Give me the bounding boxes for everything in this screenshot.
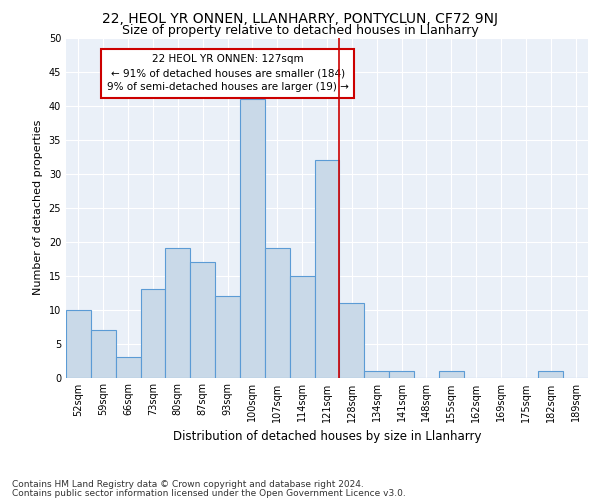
Y-axis label: Number of detached properties: Number of detached properties [33,120,43,295]
Bar [538,370,563,378]
Text: 22, HEOL YR ONNEN, LLANHARRY, PONTYCLUN, CF72 9NJ: 22, HEOL YR ONNEN, LLANHARRY, PONTYCLUN,… [102,12,498,26]
Text: 22 HEOL YR ONNEN: 127sqm
← 91% of detached houses are smaller (184)
9% of semi-d: 22 HEOL YR ONNEN: 127sqm ← 91% of detach… [107,54,349,92]
Bar [265,248,290,378]
Bar [91,330,116,378]
Text: Contains public sector information licensed under the Open Government Licence v3: Contains public sector information licen… [12,490,406,498]
Bar [66,310,91,378]
Bar [389,370,414,378]
Bar [190,262,215,378]
Bar [290,276,314,378]
Bar [215,296,240,378]
Bar [240,98,265,378]
Bar [314,160,340,378]
Bar [116,357,140,378]
Text: Contains HM Land Registry data © Crown copyright and database right 2024.: Contains HM Land Registry data © Crown c… [12,480,364,489]
Text: Size of property relative to detached houses in Llanharry: Size of property relative to detached ho… [122,24,478,37]
Bar [364,370,389,378]
Bar [140,289,166,378]
Bar [340,302,364,378]
Bar [166,248,190,378]
X-axis label: Distribution of detached houses by size in Llanharry: Distribution of detached houses by size … [173,430,481,443]
Bar [439,370,464,378]
